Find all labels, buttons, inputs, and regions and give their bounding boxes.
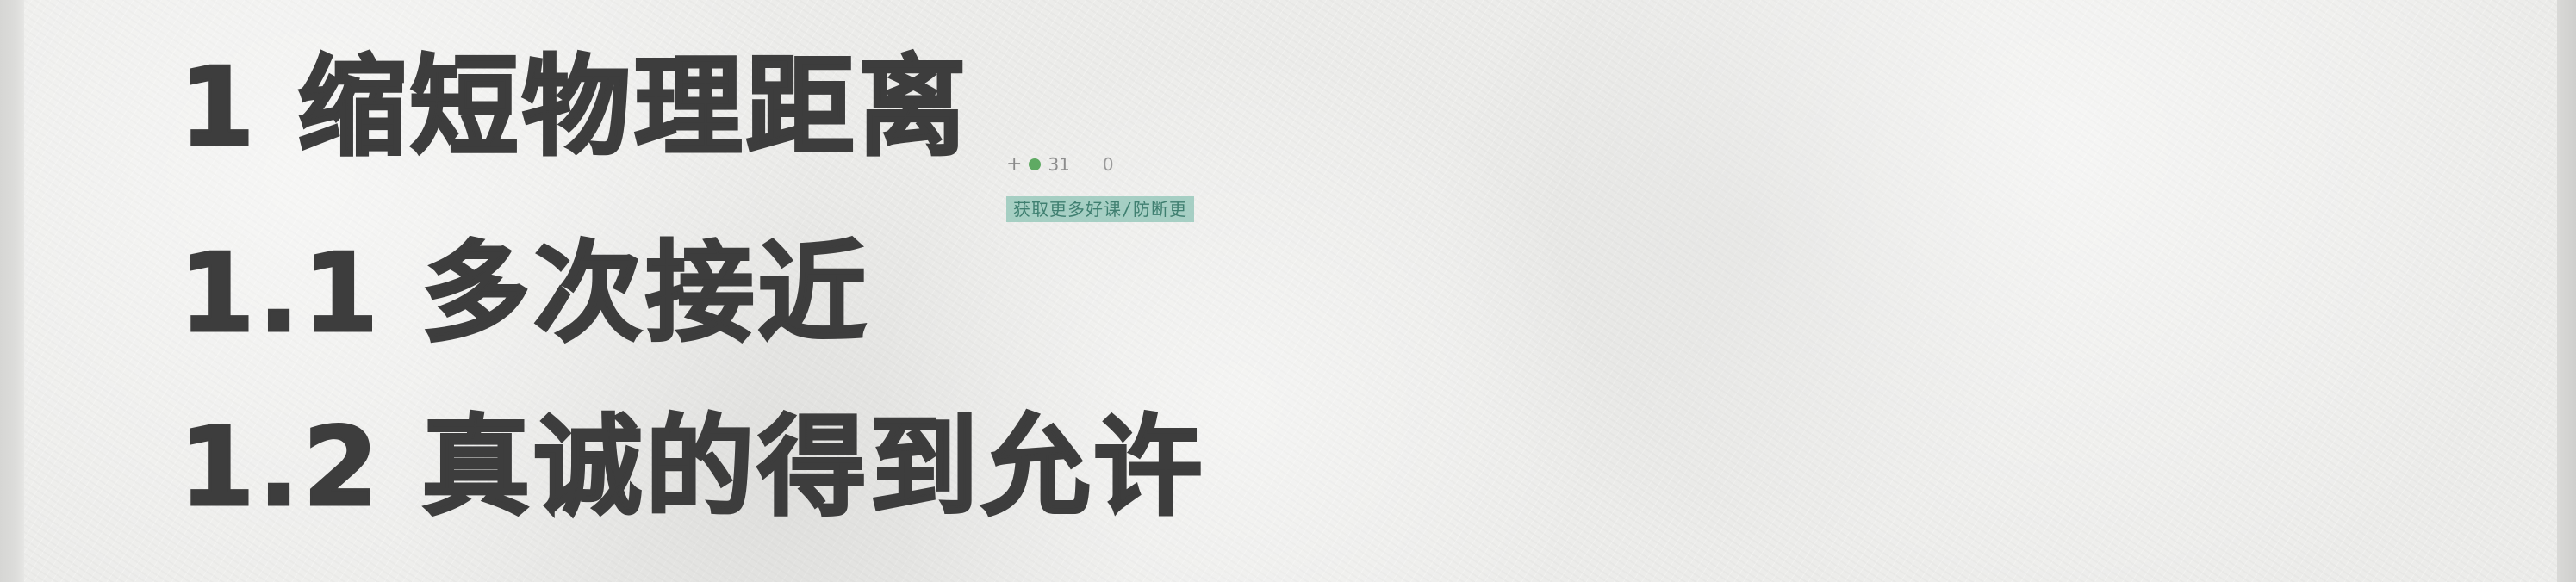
heading-1-number: 1 bbox=[178, 44, 258, 170]
heading-1-2: 1.2 真诚的得到允许 bbox=[177, 404, 1205, 530]
heading-1-1-text: 多次接近 bbox=[420, 230, 870, 356]
heading-1-2-number: 1.2 bbox=[177, 404, 383, 530]
heading-1-text: 缩短物理距离 bbox=[296, 44, 970, 170]
watermark-label: 获取更多好课/防断更 bbox=[1006, 196, 1195, 222]
heading-1-1: 1.1 多次接近 bbox=[177, 230, 869, 356]
plus-icon: + bbox=[1006, 153, 1023, 175]
heading-1-2-text: 真诚的得到允许 bbox=[420, 404, 1206, 530]
overlay-counter-value: 31 bbox=[1048, 154, 1070, 175]
overlay-counter-tail: 0 bbox=[1102, 154, 1114, 175]
heading-1: 1 缩短物理距离 bbox=[178, 44, 970, 170]
paper-left-edge bbox=[0, 0, 24, 582]
heading-1-1-number: 1.1 bbox=[177, 230, 383, 356]
green-dot-icon bbox=[1029, 158, 1042, 170]
overlay-counter: + 31 0 bbox=[1006, 155, 1114, 174]
paper-right-edge bbox=[2557, 0, 2576, 582]
